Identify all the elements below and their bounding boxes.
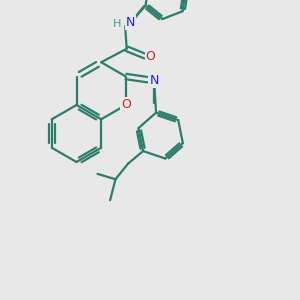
- Text: O: O: [121, 98, 131, 112]
- Text: O: O: [146, 50, 156, 63]
- Text: N: N: [149, 74, 159, 87]
- Text: H: H: [112, 19, 121, 29]
- Text: N: N: [126, 16, 135, 29]
